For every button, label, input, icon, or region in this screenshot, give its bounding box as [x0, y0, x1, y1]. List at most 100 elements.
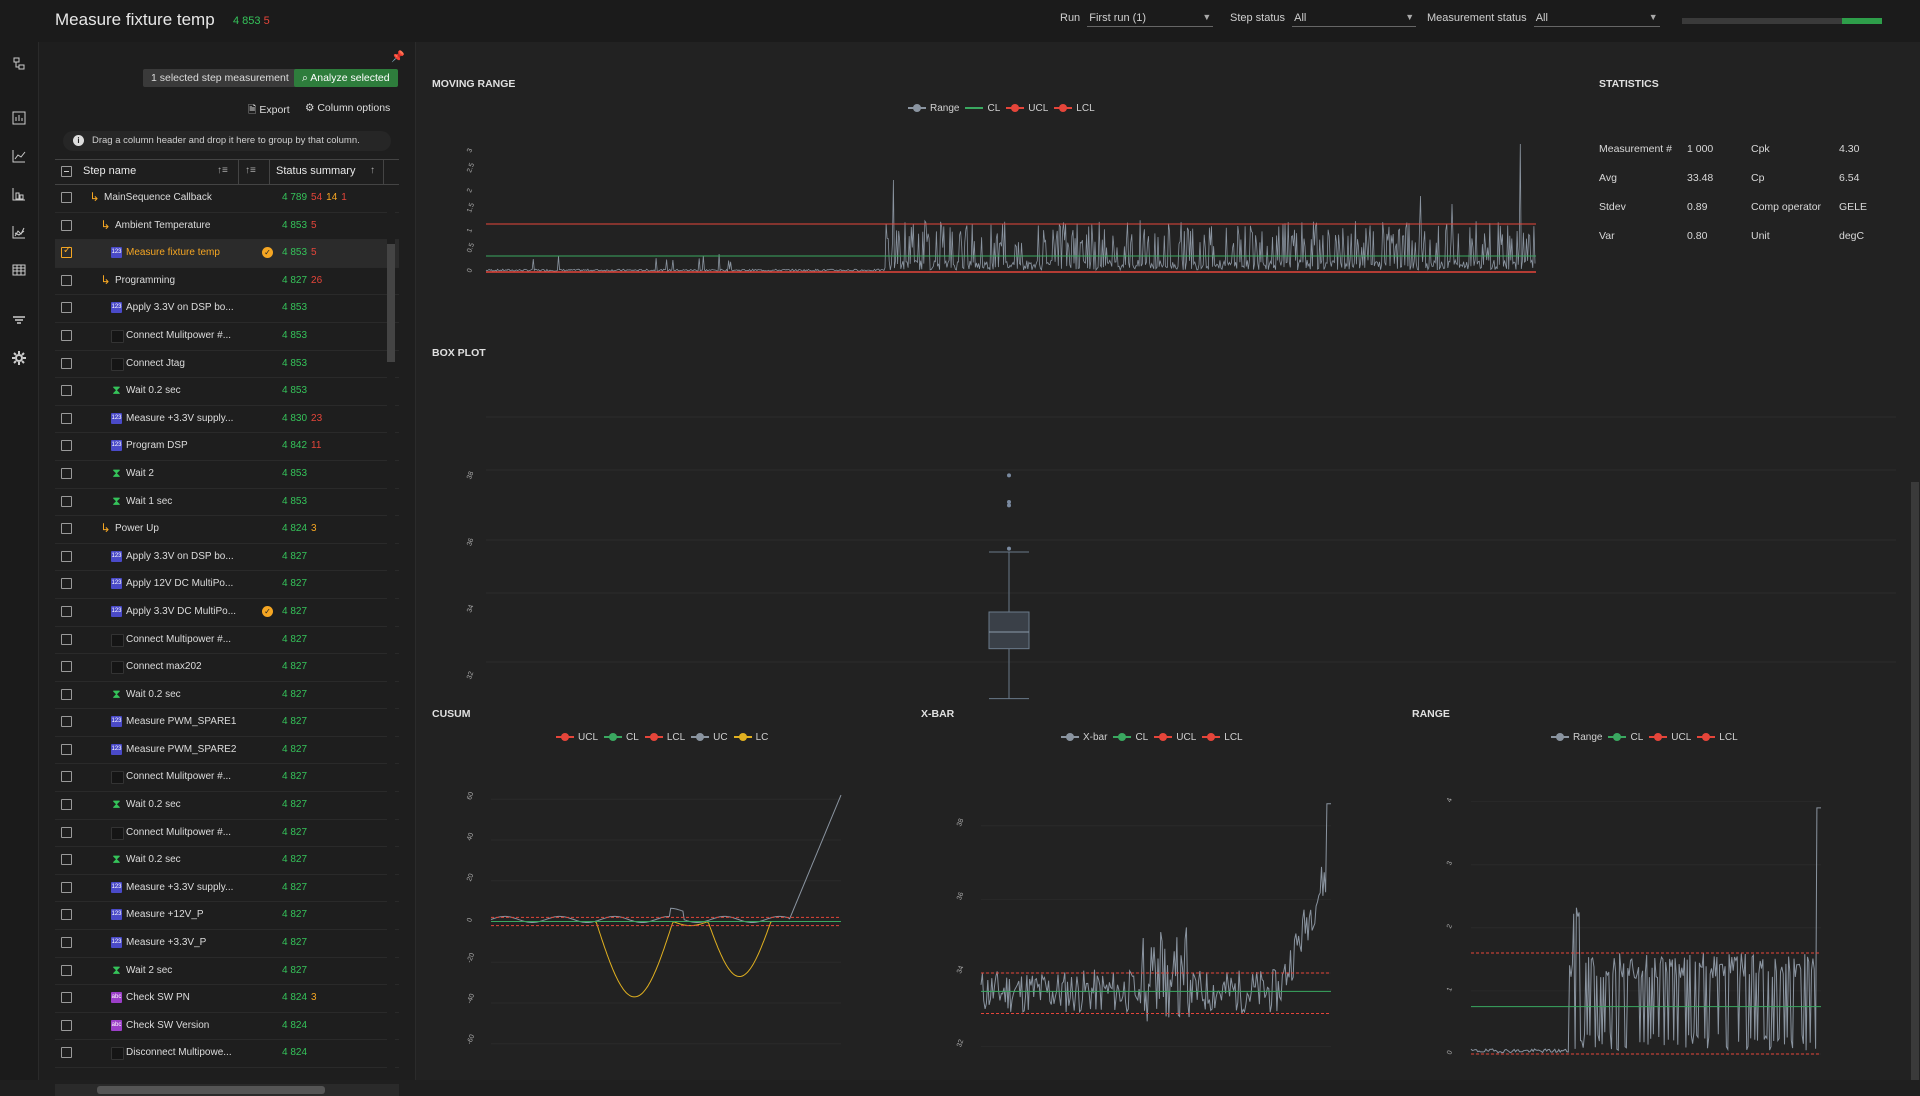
sort-icon[interactable]: ↑	[370, 165, 375, 176]
vertical-scrollbar[interactable]	[387, 200, 395, 1074]
table-row[interactable]: Connect max202 4 827	[55, 654, 399, 682]
bar-chart-icon[interactable]	[11, 186, 27, 202]
table-row[interactable]: 123 Apply 3.3V DC MultiPo... ✓ 4 827	[55, 599, 399, 627]
row-checkbox[interactable]	[61, 357, 72, 369]
row-checkbox[interactable]	[61, 881, 72, 893]
selected-count-button[interactable]: 1 selected step measurement	[143, 69, 297, 87]
legend-item[interactable]: CL	[1608, 732, 1643, 743]
row-checkbox[interactable]	[61, 992, 72, 1004]
select-all-checkbox[interactable]	[61, 166, 72, 177]
settings-icon[interactable]	[11, 350, 27, 366]
measurement-status-select[interactable]: All ▼	[1533, 12, 1660, 27]
table-row[interactable]: 123 Apply 3.3V on DSP bo... 4 827	[55, 544, 399, 572]
row-checkbox[interactable]	[61, 688, 72, 700]
column-header-step-name[interactable]: Step name	[83, 165, 137, 177]
dashboard-icon[interactable]	[11, 110, 27, 126]
row-checkbox[interactable]	[61, 743, 72, 755]
row-checkbox[interactable]	[61, 219, 72, 231]
table-row[interactable]: Disconnect Multipowe... 4 824	[55, 1040, 399, 1068]
legend-item[interactable]: LCL	[1054, 103, 1095, 114]
table-row[interactable]: abc Check SW PN 4 824 3	[55, 985, 399, 1013]
legend-item[interactable]: LCL	[1697, 732, 1738, 743]
legend-item[interactable]: UCL	[1154, 732, 1196, 743]
legend-item[interactable]: CL	[1113, 732, 1148, 743]
table-icon[interactable]	[11, 262, 27, 278]
row-checkbox[interactable]	[61, 771, 72, 783]
row-checkbox[interactable]	[61, 274, 72, 286]
legend-item[interactable]: LCL	[1202, 732, 1243, 743]
legend-item[interactable]: CL	[604, 732, 639, 743]
row-checkbox[interactable]	[61, 1047, 72, 1059]
row-checkbox[interactable]	[61, 385, 72, 397]
row-checkbox[interactable]	[61, 467, 72, 479]
row-checkbox[interactable]	[61, 661, 72, 673]
row-checkbox[interactable]	[61, 245, 72, 259]
table-row[interactable]: 123 Measure +3.3V supply... 4 827	[55, 875, 399, 903]
scrollbar-thumb[interactable]	[97, 1086, 325, 1094]
legend-item[interactable]: UCL	[1649, 732, 1691, 743]
table-row[interactable]: ⧗ Wait 1 sec 4 853	[55, 489, 399, 517]
row-checkbox[interactable]	[61, 909, 72, 921]
row-checkbox[interactable]	[61, 633, 72, 645]
table-row[interactable]: 123 Apply 3.3V on DSP bo... 4 853	[55, 295, 399, 323]
row-checkbox[interactable]	[61, 440, 72, 452]
table-row[interactable]: 123 Measure +3.3V_P 4 827	[55, 930, 399, 958]
table-row[interactable]: ⧗ Wait 0.2 sec 4 827	[55, 682, 399, 710]
row-checkbox[interactable]	[61, 495, 72, 507]
row-checkbox[interactable]	[61, 523, 72, 535]
main-scrollbar[interactable]	[1911, 482, 1919, 1080]
row-checkbox[interactable]	[61, 1019, 72, 1031]
legend-item[interactable]: CL	[965, 103, 1000, 114]
group-drop-zone[interactable]: i Drag a column header and drop it here t…	[63, 131, 391, 151]
table-row[interactable]: 123 Measure +12V_P 4 827	[55, 902, 399, 931]
legend-item[interactable]: LCL	[644, 732, 685, 743]
row-checkbox[interactable]	[61, 329, 72, 341]
table-row[interactable]: Connect Jtag 4 853	[55, 351, 399, 379]
table-row[interactable]: ⧗ Wait 2 4 853	[55, 461, 399, 489]
table-row[interactable]: Connect Multipower #... 4 827	[55, 627, 399, 655]
pin-icon[interactable]: 📌	[391, 51, 405, 63]
row-checkbox[interactable]	[61, 550, 72, 562]
run-select[interactable]: First run (1) ▼	[1087, 12, 1214, 27]
scrollbar-thumb[interactable]	[387, 244, 395, 362]
analyze-selected-button[interactable]: ⌕ Analyze selected	[294, 69, 398, 87]
export-button[interactable]: 🗎 Export	[248, 102, 290, 120]
legend-item[interactable]: Range	[1551, 732, 1602, 743]
table-row[interactable]: Connect Mulitpower #... 4 853	[55, 323, 399, 351]
row-checkbox[interactable]	[61, 716, 72, 728]
table-row[interactable]: ⧗ Wait 0.2 sec 4 827	[55, 847, 399, 875]
area-chart-icon[interactable]	[11, 224, 27, 240]
table-row[interactable]: ↳ Programming 4 827 26	[55, 268, 399, 296]
row-checkbox[interactable]	[61, 578, 72, 590]
filter-icon[interactable]	[11, 312, 27, 328]
table-row[interactable]: 123 Measure PWM_SPARE1 4 827	[55, 709, 399, 737]
table-row[interactable]: abc Check SW Version 4 824	[55, 1013, 399, 1041]
legend-item[interactable]: UCL	[556, 732, 598, 743]
table-row[interactable]: ↳ MainSequence Callback 4 789 54 14 1	[55, 185, 399, 213]
legend-item[interactable]: LC	[733, 732, 768, 743]
row-checkbox[interactable]	[61, 302, 72, 314]
table-row[interactable]: 123 Program DSP 4 842 11	[55, 433, 399, 461]
legend-item[interactable]: X-bar	[1061, 732, 1107, 743]
step-status-select[interactable]: All ▼	[1292, 12, 1417, 27]
table-row[interactable]: Connect Mulitpower #... 4 827	[55, 820, 399, 848]
horizontal-scrollbar[interactable]	[55, 1084, 399, 1096]
table-row[interactable]: 123 Apply 12V DC MultiPo... 4 827	[55, 571, 399, 599]
table-row[interactable]: 123 Measure +3.3V supply... 4 830 23	[55, 406, 399, 434]
row-checkbox[interactable]	[61, 605, 72, 617]
table-row[interactable]: ⧗ Wait 2 sec 4 827	[55, 958, 399, 986]
row-checkbox[interactable]	[61, 799, 72, 811]
row-checkbox[interactable]	[61, 964, 72, 976]
column-options-button[interactable]: ⚙ Column options	[305, 102, 390, 114]
row-checkbox[interactable]	[61, 412, 72, 424]
row-checkbox[interactable]	[61, 826, 72, 838]
table-row[interactable]: Connect Mulitpower #... 4 827	[55, 764, 399, 793]
table-row[interactable]: ↳ Ambient Temperature 4 853 5	[55, 213, 399, 241]
legend-item[interactable]: Range	[908, 103, 959, 114]
sort-filter-icon[interactable]: ↑≡	[245, 165, 256, 176]
table-row[interactable]: ⧗ Wait 0.2 sec 4 853	[55, 378, 399, 406]
row-checkbox[interactable]	[61, 937, 72, 949]
tree-icon[interactable]	[11, 56, 27, 72]
table-row[interactable]: ⧗ Wait 0.2 sec 4 827	[55, 792, 399, 820]
